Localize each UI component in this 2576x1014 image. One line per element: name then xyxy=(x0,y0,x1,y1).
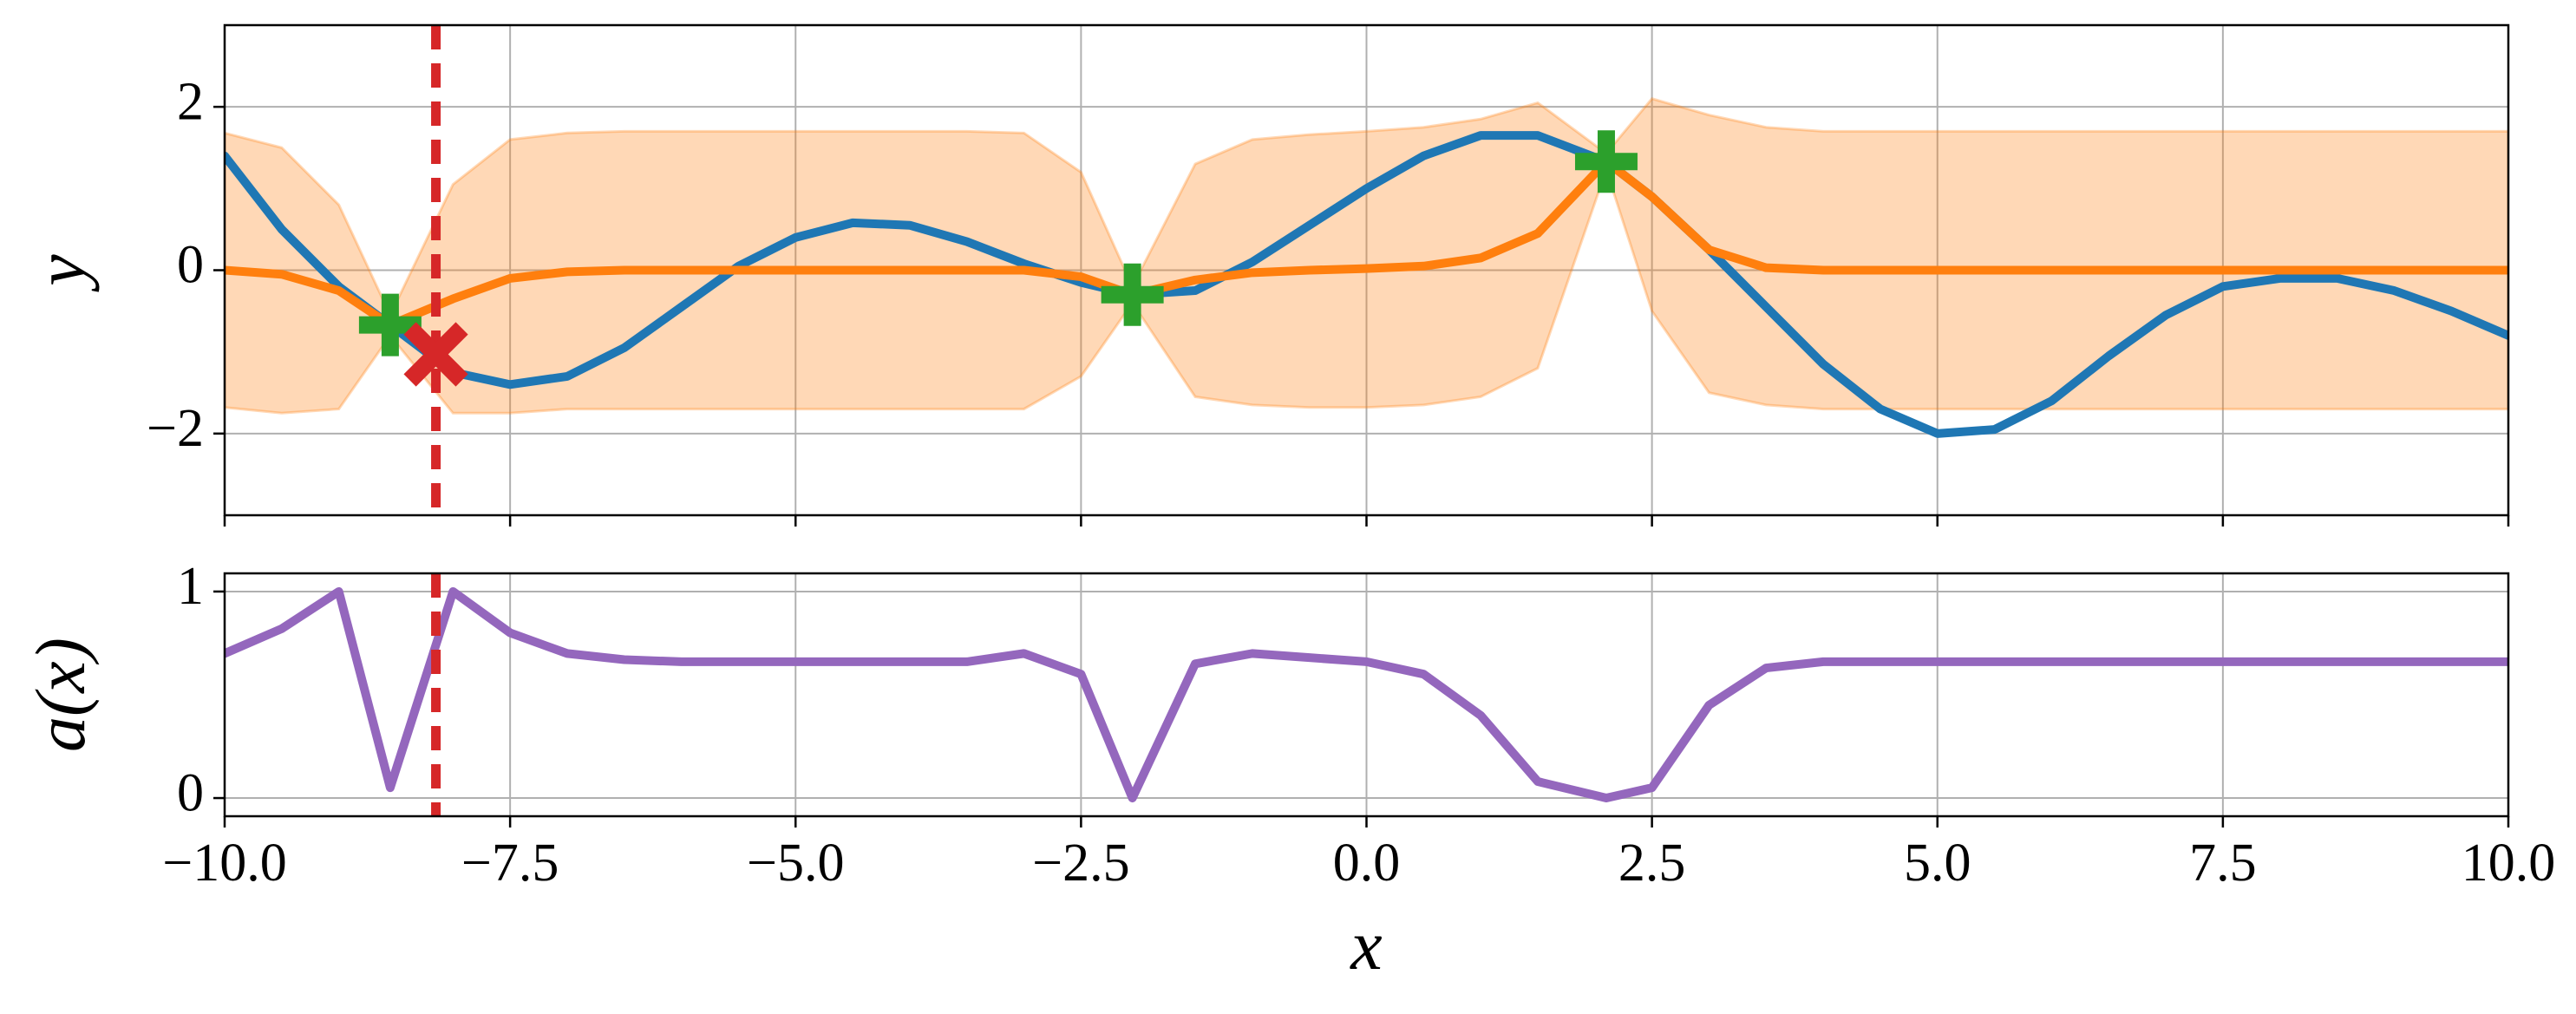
line-series xyxy=(225,131,2508,438)
line-series xyxy=(225,586,2508,803)
confidence-band xyxy=(225,97,2508,415)
x-tick-label: 2.5 xyxy=(1618,834,1686,893)
y-tick-label: 1 xyxy=(177,557,204,616)
y-tick-label: −2 xyxy=(147,399,204,458)
x-tick-label: 0.0 xyxy=(1333,834,1401,893)
x-tick-label: −5.0 xyxy=(747,834,844,893)
x-tick-label: 10.0 xyxy=(2462,834,2556,893)
line-series xyxy=(225,157,2508,330)
observation-marker xyxy=(358,293,422,357)
x-tick-label: −10.0 xyxy=(162,834,286,893)
observation-marker xyxy=(1574,130,1638,193)
y-axis-label: a(x) xyxy=(21,638,100,752)
y-tick-label: 0 xyxy=(177,763,204,822)
observation-marker xyxy=(1101,263,1164,326)
y-axis-label: y xyxy=(21,254,100,292)
x-tick-label: −7.5 xyxy=(461,834,559,893)
y-tick-label: 0 xyxy=(177,236,204,295)
query-marker xyxy=(403,322,468,387)
x-tick-label: 5.0 xyxy=(1904,834,1971,893)
x-tick-label: 7.5 xyxy=(2189,834,2257,893)
x-axis-label: x xyxy=(1350,906,1382,985)
x-tick-label: −2.5 xyxy=(1032,834,1129,893)
y-tick-label: 2 xyxy=(177,72,204,131)
